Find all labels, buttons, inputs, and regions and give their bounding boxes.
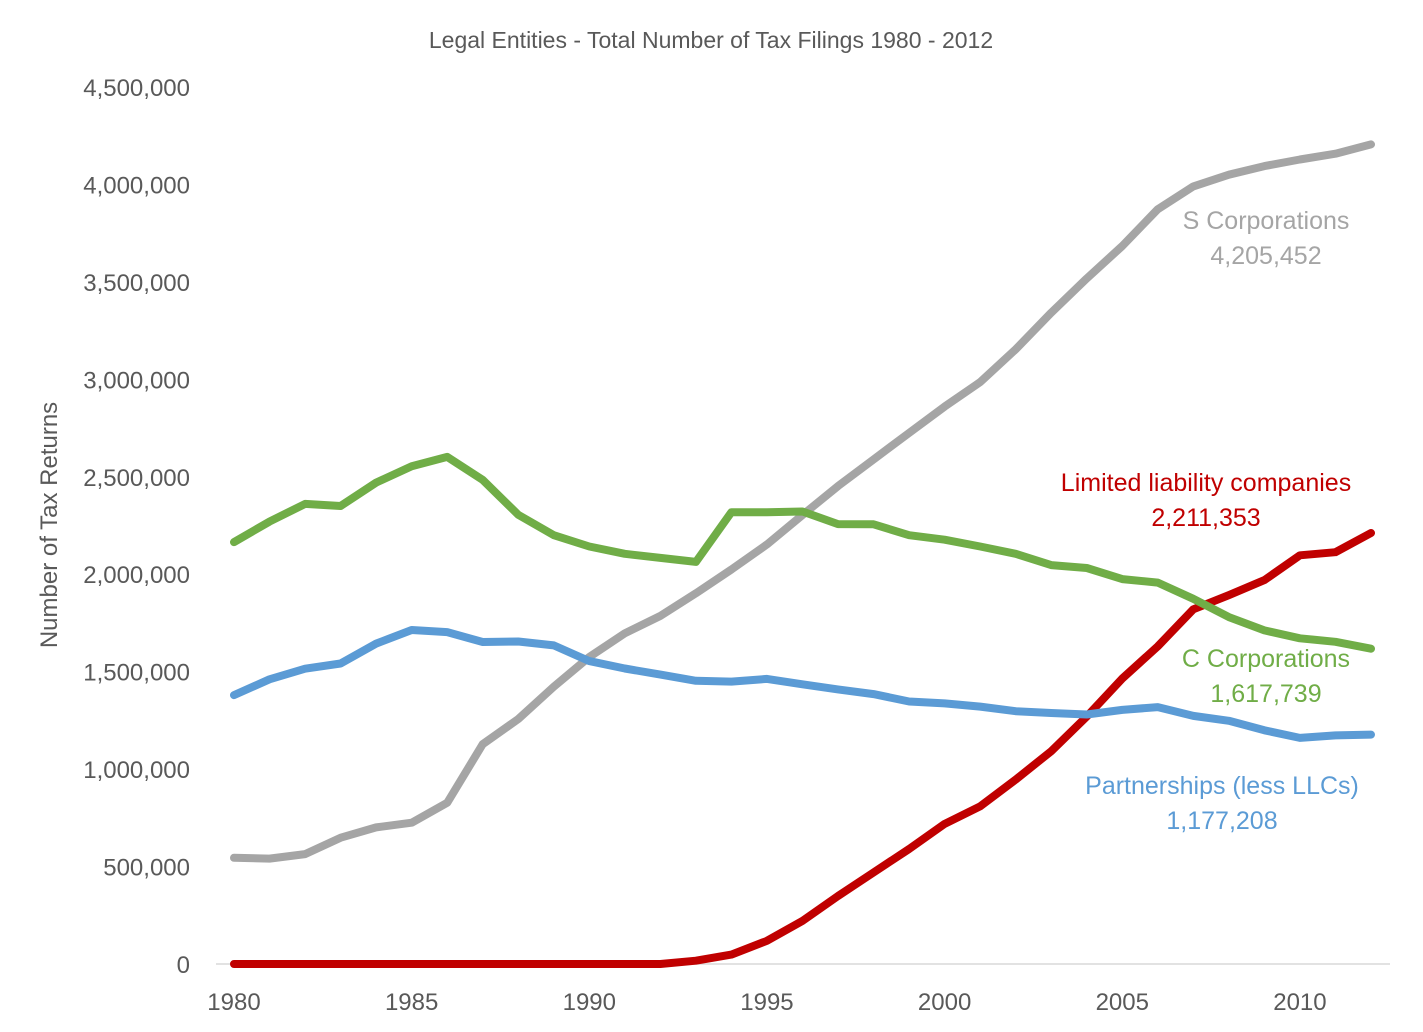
series-labels: S Corporations 4,205,452 Limited liability… (1061, 207, 1359, 835)
y-tick-label: 2,000,000 (83, 562, 190, 589)
y-tick-label: 2,500,000 (83, 465, 190, 492)
y-axis-ticks: 0 500,000 1,000,000 1,500,000 2,000,000 2,500… (83, 75, 190, 979)
y-tick-label: 1,000,000 (83, 757, 190, 784)
series-lines (230, 140, 1375, 968)
series-label-name: Partnerships (less LLCs) (1085, 772, 1359, 800)
series-label-value: 4,205,452 (1210, 242, 1321, 270)
chart-title: Legal Entities - Total Number of Tax Fil… (429, 27, 993, 53)
series-line-partnerships-less-llcs (230, 626, 1375, 742)
y-tick-label: 3,500,000 (83, 270, 190, 297)
series-label-name: C Corporations (1182, 645, 1350, 673)
series-label-value: 1,177,208 (1166, 807, 1277, 835)
series-line-limited-liability-companies (230, 529, 1375, 968)
y-tick-label: 500,000 (103, 855, 190, 882)
series-line-c-corporations (230, 452, 1375, 653)
series-label-value: 1,617,739 (1210, 680, 1321, 708)
x-tick-label: 2000 (918, 989, 971, 1016)
x-tick-label: 1990 (563, 989, 616, 1016)
y-tick-label: 1,500,000 (83, 660, 190, 687)
y-axis-label: Number of Tax Returns (36, 402, 63, 648)
x-tick-label: 1995 (740, 989, 793, 1016)
x-tick-label: 2005 (1096, 989, 1149, 1016)
x-tick-label: 2010 (1273, 989, 1326, 1016)
y-tick-label: 3,000,000 (83, 367, 190, 394)
series-line-s-corporations (230, 140, 1375, 863)
y-tick-label: 0 (177, 952, 190, 979)
x-axis-ticks: 1980 1985 1990 1995 2000 2005 2010 (207, 989, 1326, 1016)
y-tick-label: 4,000,000 (83, 172, 190, 199)
series-label-value: 2,211,353 (1151, 504, 1260, 532)
series-label-name: S Corporations (1183, 207, 1350, 235)
series-label-name: Limited liability companies (1061, 469, 1351, 497)
x-tick-label: 1985 (385, 989, 438, 1016)
x-tick-label: 1980 (207, 989, 260, 1016)
y-tick-label: 4,500,000 (83, 75, 190, 102)
